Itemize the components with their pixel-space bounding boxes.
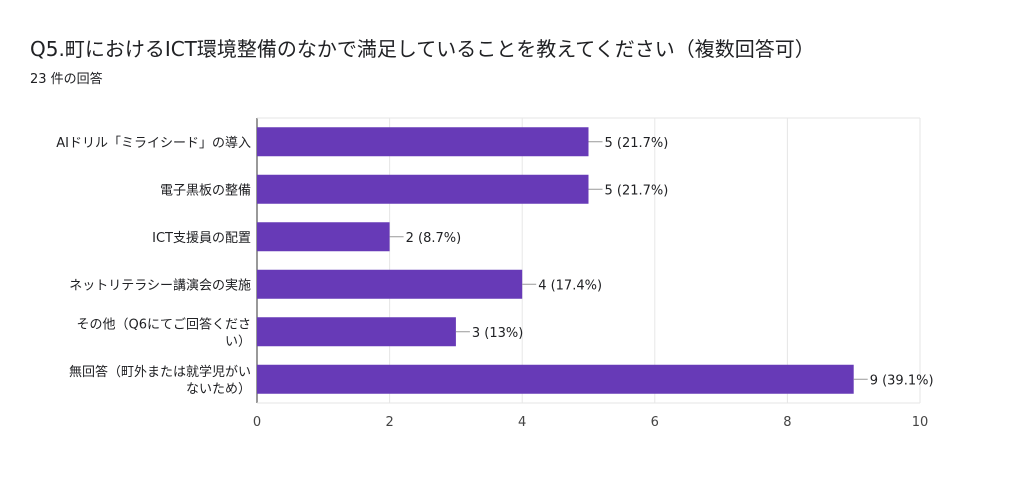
category-label-2: ICT支援員の配置 bbox=[152, 231, 251, 246]
value-label-5: 9 (39.1%) bbox=[870, 373, 934, 388]
category-label-5-line-1: ないため） bbox=[186, 382, 251, 397]
category-label-1: 電子黒板の整備 bbox=[160, 182, 251, 198]
value-label-1: 5 (21.7%) bbox=[605, 183, 669, 198]
value-label-2: 2 (8.7%) bbox=[406, 231, 462, 246]
x-axis-ticks: 0 2 4 6 8 10 bbox=[253, 415, 928, 430]
bar-5[interactable] bbox=[257, 364, 854, 394]
x-tick-label-0: 0 bbox=[253, 415, 261, 430]
category-label-3: ネットリテラシー講演会の実施 bbox=[69, 277, 251, 293]
category-label-4-line-1: い） bbox=[225, 334, 251, 349]
value-label-4: 3 (13%) bbox=[472, 326, 523, 341]
x-tick-label-5: 10 bbox=[912, 415, 929, 430]
question-title: Q5.町におけるICT環境整備のなかで満足していることを教えてください（複数回答… bbox=[30, 37, 815, 61]
value-labels: 5 (21.7%) 5 (21.7%) 2 (8.7%) 4 (17.4%) 3 (13… bbox=[389, 136, 934, 388]
x-tick-label-1: 2 bbox=[385, 415, 393, 430]
value-label-3: 4 (17.4%) bbox=[538, 278, 602, 293]
category-label-0: AIドリル「ミライシード」の導入 bbox=[56, 136, 251, 151]
category-label-4-line-0: その他（Q6にてご回答くださ bbox=[76, 316, 251, 332]
bar-0[interactable] bbox=[257, 127, 589, 157]
bar-3[interactable] bbox=[257, 269, 523, 299]
x-tick-label-2: 4 bbox=[518, 415, 526, 430]
value-label-0: 5 (21.7%) bbox=[605, 136, 669, 151]
grid-lines bbox=[256, 117, 921, 404]
bar-2[interactable] bbox=[257, 222, 390, 252]
x-tick-label-3: 6 bbox=[651, 415, 659, 430]
bar-4[interactable] bbox=[257, 317, 456, 347]
response-count: 23 件の回答 bbox=[30, 72, 103, 87]
bar-1[interactable] bbox=[257, 174, 589, 204]
x-tick-label-4: 8 bbox=[783, 415, 791, 430]
category-label-5-line-0: 無回答（町外または就学児がい bbox=[69, 364, 251, 380]
bars bbox=[257, 127, 854, 394]
